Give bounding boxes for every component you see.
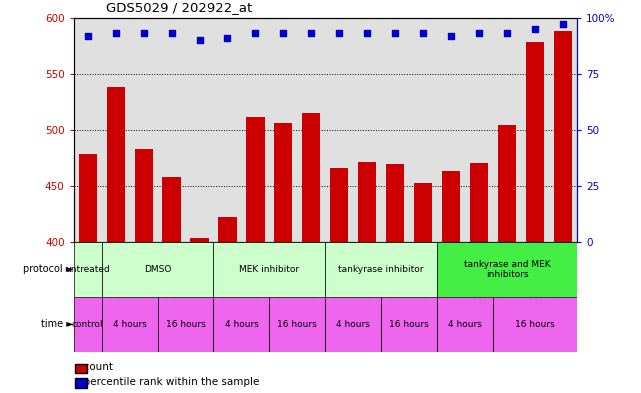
Bar [135,149,153,242]
Bar [414,184,432,242]
Text: 16 hours: 16 hours [165,320,205,329]
Bar [498,125,516,242]
Bar [381,297,437,352]
Bar [269,297,325,352]
Bar [330,168,348,242]
Point [558,21,568,28]
Bar [190,238,208,242]
Point [278,30,288,37]
Point [474,30,484,37]
Text: 16 hours: 16 hours [515,320,555,329]
Point [306,30,317,37]
Text: GDS5029 / 202922_at: GDS5029 / 202922_at [106,1,252,14]
Text: 16 hours: 16 hours [278,320,317,329]
Point [250,30,260,37]
Bar [437,297,493,352]
Bar [102,242,213,297]
Bar [358,162,376,242]
Bar [442,171,460,242]
Text: tankyrase inhibitor: tankyrase inhibitor [338,265,424,274]
Point [194,37,204,43]
Text: 4 hours: 4 hours [113,320,147,329]
Text: 16 hours: 16 hours [389,320,429,329]
Text: tankyrase and MEK
inhibitors: tankyrase and MEK inhibitors [463,259,551,279]
Bar [386,164,404,242]
Text: DMSO: DMSO [144,265,171,274]
Bar [246,118,265,242]
Point [83,33,93,39]
Point [362,30,372,37]
Point [222,35,233,41]
Text: 4 hours: 4 hours [448,320,482,329]
Text: untreated: untreated [65,265,110,274]
Bar [106,87,125,242]
Bar [274,123,292,242]
Bar [213,242,325,297]
Bar [554,31,572,242]
Bar [158,297,213,352]
Bar [74,297,102,352]
Text: protocol ►: protocol ► [24,264,74,274]
Bar [102,297,158,352]
Bar [79,154,97,242]
Bar [493,297,577,352]
Bar [325,297,381,352]
Point [110,30,121,37]
Bar [213,297,269,352]
Point [418,30,428,37]
Bar [470,163,488,242]
Point [138,30,149,37]
Text: 4 hours: 4 hours [224,320,258,329]
Text: MEK inhibitor: MEK inhibitor [239,265,299,274]
Bar [325,242,437,297]
Bar [219,217,237,242]
Bar [303,113,320,242]
Bar [162,177,181,242]
Point [446,33,456,39]
Text: time ►: time ► [41,319,74,329]
Text: 4 hours: 4 hours [337,320,370,329]
Bar [74,242,102,297]
Bar [437,242,577,297]
Point [530,26,540,32]
Bar [526,42,544,242]
Point [334,30,344,37]
Text: control: control [72,320,103,329]
Point [167,30,177,37]
Point [502,30,512,37]
Text: percentile rank within the sample: percentile rank within the sample [77,377,260,387]
Text: count: count [77,362,113,373]
Point [390,30,401,37]
